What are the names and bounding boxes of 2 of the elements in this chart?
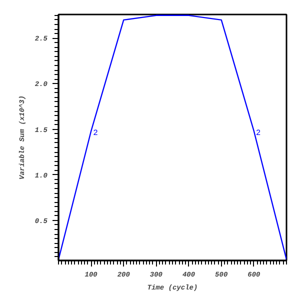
annotation: 2	[93, 129, 98, 138]
annotation: 2	[256, 129, 261, 138]
